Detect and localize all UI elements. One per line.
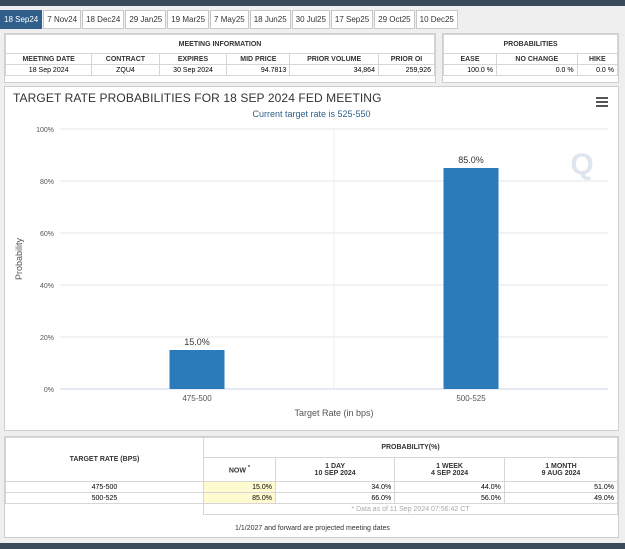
x-tick-label: 500-525 <box>456 394 486 403</box>
col-1day-date: 10 SEP 2024 <box>314 469 356 477</box>
col-contract: CONTRACT <box>91 53 160 65</box>
week-cell: 56.0% <box>394 492 505 504</box>
bar <box>443 168 499 389</box>
col-now-mark: * <box>247 464 251 471</box>
col-no-change: NO CHANGE <box>495 53 578 65</box>
x-tick-label: 475-500 <box>182 394 212 403</box>
col-prior-oi: PRIOR OI <box>377 53 436 65</box>
probability-header: PROBABILITY(%) <box>203 437 618 458</box>
target-rate-header: TARGET RATE (BPS) <box>5 437 204 482</box>
y-tick-label: 80% <box>40 179 54 186</box>
tab-29-jan25[interactable]: 29 Jan25 <box>125 10 167 29</box>
rate-cell: 500-525 <box>5 492 204 504</box>
footer-note: 1/1/2027 and forward are projected meeti… <box>235 525 390 532</box>
meeting-info-panel: MEETING INFORMATION MEETING DATE CONTRAC… <box>4 33 436 83</box>
day-cell: 34.0% <box>274 481 396 493</box>
meeting-date-value: 18 Sep 2024 <box>4 64 93 76</box>
prior-volume-value: 34,864 <box>289 64 379 76</box>
bar <box>169 350 225 389</box>
col-1month-date: 9 AUG 2024 <box>541 469 581 477</box>
data-label: 85.0% <box>458 155 484 165</box>
tab-18-jun25[interactable]: 18 Jun25 <box>249 10 291 29</box>
week-cell: 44.0% <box>394 481 505 493</box>
tab-17-sep25[interactable]: 17 Sep25 <box>330 10 374 29</box>
col-now-label: NOW <box>228 467 246 475</box>
col-1week: 1 WEEK 4 SEP 2024 <box>394 457 505 482</box>
col-mid-price: MID PRICE <box>226 53 291 65</box>
col-1month-label: 1 MONTH <box>545 462 577 470</box>
col-now: NOW * <box>203 457 276 482</box>
y-tick-label: 20% <box>40 335 54 342</box>
probability-table: TARGET RATE (BPS) PROBABILITY(%) NOW * 1… <box>5 437 619 515</box>
month-cell: 51.0% <box>503 481 619 493</box>
col-1day: 1 DAY 10 SEP 2024 <box>274 457 396 482</box>
now-cell: 15.0% <box>203 481 276 493</box>
table-row: 475-500 15.0% 34.0% 44.0% 51.0% <box>5 481 619 493</box>
data-as-of-note: * Data as of 11 Sep 2024 07:56:42 CT <box>203 503 618 515</box>
tab-7-may25[interactable]: 7 May25 <box>210 10 249 29</box>
y-tick-label: 60% <box>40 231 54 238</box>
y-tick-label: 100% <box>36 127 54 134</box>
top-bar <box>0 0 625 6</box>
watermark-logo: Q <box>570 148 593 181</box>
tab-10-dec25[interactable]: 10 Dec25 <box>415 10 458 29</box>
mid-price-value: 94.7813 <box>226 64 291 76</box>
col-prior-volume: PRIOR VOLUME <box>289 53 379 65</box>
tab-30-jul25[interactable]: 30 Jul25 <box>291 10 330 29</box>
probability-table-panel: TARGET RATE (BPS) PROBABILITY(%) NOW * 1… <box>4 436 619 538</box>
y-axis-title: Probability <box>14 237 24 280</box>
chart-panel: TARGET RATE PROBABILITIES FOR 18 SEP 202… <box>4 86 619 431</box>
chart-title: TARGET RATE PROBABILITIES FOR 18 SEP 202… <box>13 91 382 105</box>
probabilities-panel: PROBABILITIES EASE NO CHANGE HIKE 100.0 … <box>442 33 619 83</box>
day-cell: 66.0% <box>274 492 396 504</box>
tab-18-sep24[interactable]: 18 Sep24 <box>0 10 43 29</box>
no-change-value: 0.0 % <box>495 64 578 76</box>
hike-value: 0.0 % <box>576 64 619 76</box>
x-axis-title: Target Rate (in bps) <box>294 408 373 418</box>
tab-18-dec24[interactable]: 18 Dec24 <box>82 10 125 29</box>
probability-chart: 0% 20% 40% 60% 80% 100% 15.0% 475-500 85.0% 500-5… <box>14 127 608 418</box>
expires-value: 30 Sep 2024 <box>158 64 228 76</box>
hamburger-menu-icon[interactable] <box>596 97 608 107</box>
contract-value: ZQU4 <box>91 64 160 76</box>
col-meeting-date: MEETING DATE <box>4 53 93 65</box>
col-1day-label: 1 DAY <box>325 462 346 470</box>
table-row: 500-525 85.0% 66.0% 56.0% 49.0% <box>5 492 619 504</box>
y-tick-label: 0% <box>44 387 54 394</box>
probabilities-table: PROBABILITIES EASE NO CHANGE HIKE 100.0 … <box>443 34 619 76</box>
tab-7-nov24[interactable]: 7 Nov24 <box>43 10 82 29</box>
data-label: 15.0% <box>184 337 210 347</box>
rate-cell: 475-500 <box>5 481 204 493</box>
col-ease: EASE <box>443 53 497 65</box>
meeting-info-table: MEETING INFORMATION MEETING DATE CONTRAC… <box>4 34 436 76</box>
tab-29-oct25[interactable]: 29 Oct25 <box>374 10 415 29</box>
meeting-info-header: MEETING INFORMATION <box>5 34 435 54</box>
chart-subtitle: Current target rate is 525-550 <box>252 109 371 119</box>
now-cell: 85.0% <box>203 492 276 504</box>
bottom-bar <box>0 543 625 549</box>
col-1week-date: 4 SEP 2024 <box>430 469 469 477</box>
month-cell: 49.0% <box>503 492 619 504</box>
ease-value: 100.0 % <box>443 64 497 76</box>
col-expires: EXPIRES <box>158 53 228 65</box>
y-tick-label: 40% <box>40 283 54 290</box>
tab-19-mar25[interactable]: 19 Mar25 <box>167 10 210 29</box>
probabilities-header: PROBABILITIES <box>443 34 618 54</box>
prior-oi-value: 259,926 <box>377 64 436 76</box>
col-hike: HIKE <box>576 53 619 65</box>
meeting-tabs: 18 Sep24 7 Nov24 18 Dec24 29 Jan25 19 Mar25 7… <box>0 10 459 30</box>
col-1week-label: 1 WEEK <box>436 462 463 470</box>
col-1month: 1 MONTH 9 AUG 2024 <box>503 457 619 482</box>
